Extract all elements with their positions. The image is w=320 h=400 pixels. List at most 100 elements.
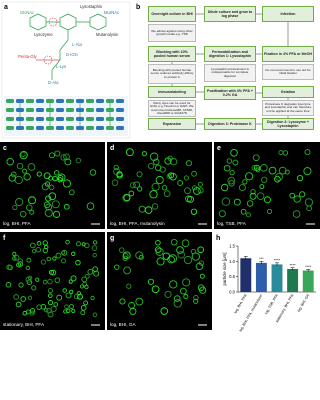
cell [36,304,42,310]
cell [232,159,239,166]
panel-letter: a [4,4,8,11]
cell [156,257,165,266]
glycan-unit [66,117,74,121]
cell [15,301,22,308]
glycan-unit [6,108,14,112]
cell [227,176,236,185]
cell [12,251,17,257]
glycan-unit [106,126,114,130]
cell [25,265,31,271]
cell [261,176,268,183]
flow-step: Overnight culture in BHI [148,6,196,22]
cell [251,164,258,171]
cell [6,158,14,166]
cell [29,209,35,215]
cell [80,310,86,316]
cell [169,280,178,289]
cell [111,179,119,186]
cell [13,294,19,300]
glycan-unit [86,117,94,121]
cell [84,284,89,290]
glycan-unit [36,117,44,121]
glycan-unit [36,126,44,130]
cell [25,276,32,283]
cell [152,158,160,166]
diagram-label: GlcNAc [20,10,34,15]
cell [249,192,257,200]
diagram-label: Lysozyme [34,32,53,37]
cell [46,256,52,262]
cell [147,278,155,285]
glycan-unit [76,99,84,103]
cell [44,208,53,217]
glycan-unit [116,126,124,130]
cell [220,183,229,192]
diagram-label: L-Ala [72,42,82,47]
cell [259,163,268,172]
cell [35,247,41,253]
cell [155,175,164,185]
glycan-unit [56,108,64,112]
cell [133,181,141,189]
glycan-unit [86,108,94,112]
cell [168,172,175,179]
cell [45,195,52,202]
cell [292,210,301,218]
cell [27,295,33,300]
flow-step: Gelation [262,86,314,98]
cell [136,171,143,178]
cell [12,256,17,261]
cell [113,167,121,176]
cell [79,284,85,289]
cell [193,187,201,195]
cell [70,275,77,282]
cell [20,151,26,157]
cell [54,277,61,283]
cell [91,245,98,252]
bar [271,264,283,292]
glycan-unit [36,99,44,103]
flow-note: Many dyes can be used for ExM, e.g. Hoec… [148,100,196,117]
cell [125,148,134,157]
cell [48,192,57,201]
glycan-unit [66,108,74,112]
cell [40,259,47,265]
cell [30,242,36,249]
cell [252,154,260,162]
cell [278,166,287,175]
flow-note: Do not recommend to use GA for initial f… [262,64,314,80]
glycan-unit [26,108,34,112]
cell [92,240,98,245]
cell [36,241,42,246]
image-caption: log, BHI, PFA [3,221,32,226]
cell [20,296,27,302]
cell [52,210,61,218]
cell [185,160,192,167]
cell [69,304,74,309]
diagram-label: MurNAc [104,10,119,15]
glycan-unit [66,99,74,103]
cell [65,292,72,299]
flow-step: Dilute culture and grow to log phase [204,6,256,22]
cell [246,212,251,218]
cell [199,286,207,294]
x-tick-label: stationary, BHI, PFA [275,293,295,323]
bar [287,269,299,292]
cell [135,297,144,306]
glycan-unit [26,117,34,121]
glycan-unit [116,117,124,121]
cell [187,195,194,203]
glycan-unit [86,99,94,103]
bar [240,258,252,292]
cell [54,150,61,157]
cell [299,191,306,198]
cell [191,170,197,177]
cell [35,277,40,282]
cell [183,255,193,265]
image-caption: log, BHI, GA [110,322,136,327]
glycan-unit [46,126,54,130]
cell [136,186,143,192]
glycan-unit [46,117,54,121]
cell [141,151,147,157]
cell [55,252,62,259]
